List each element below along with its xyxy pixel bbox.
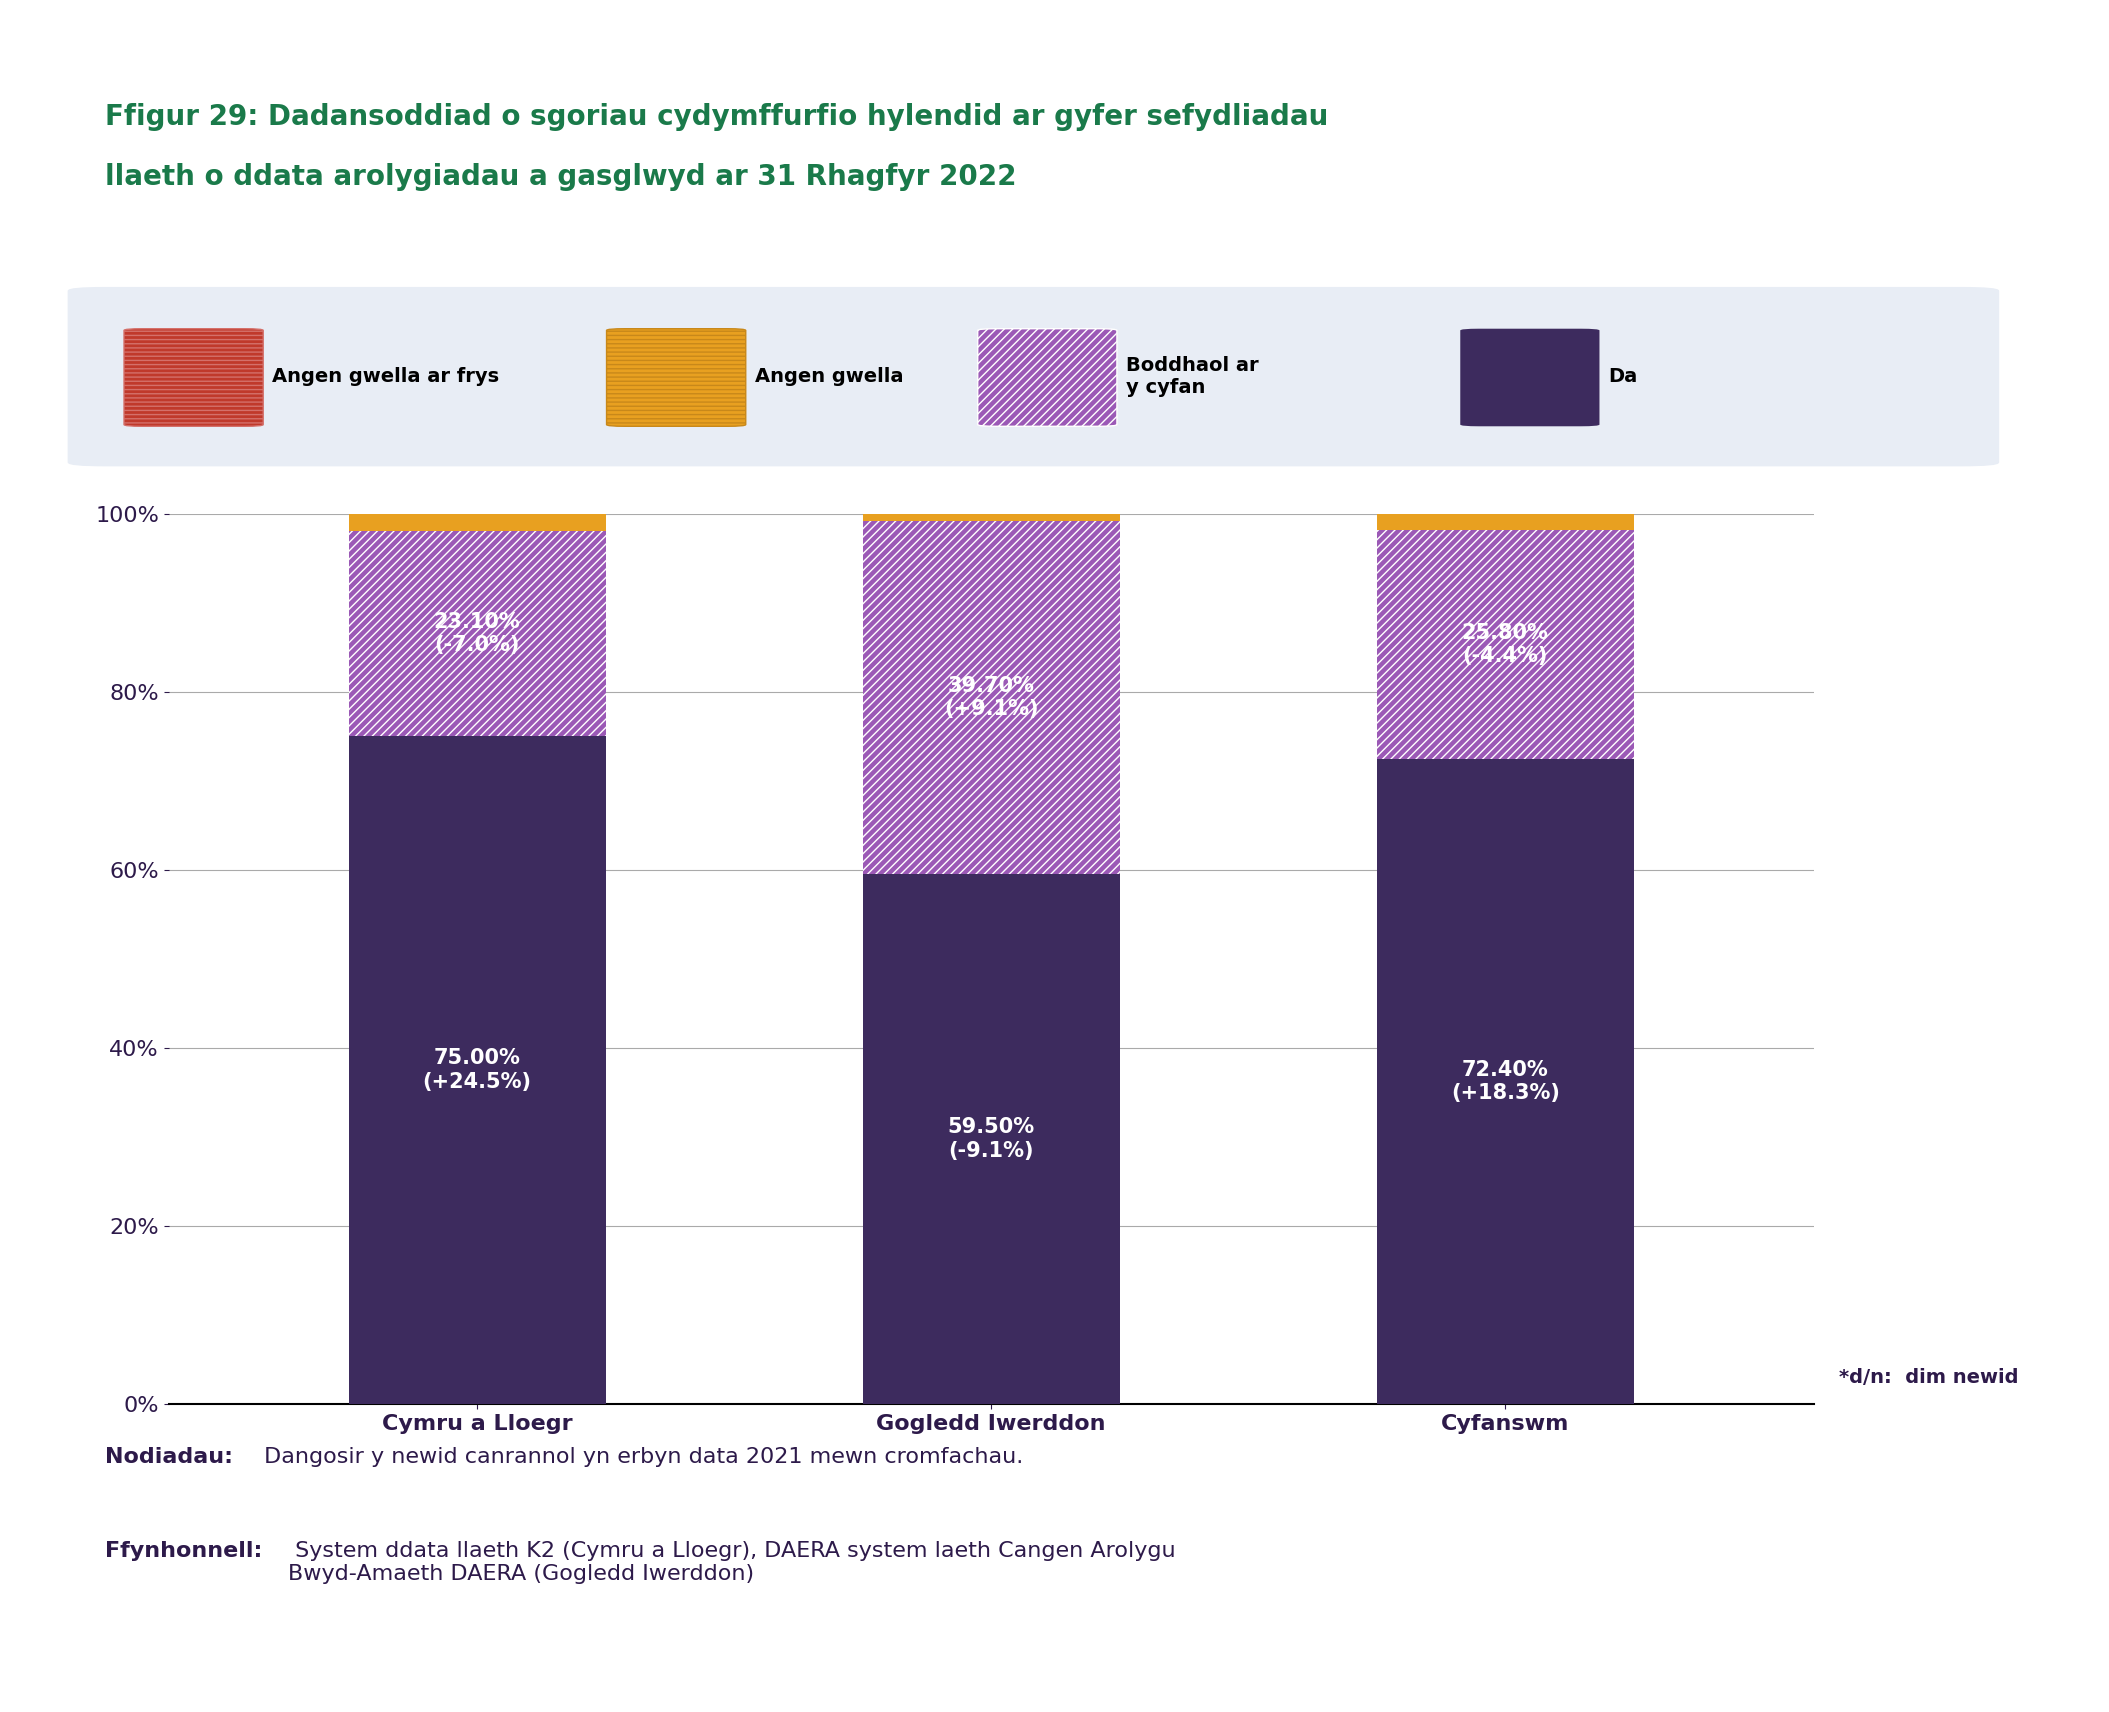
Text: 59.50%
(-9.1%): 59.50% (-9.1%) (947, 1118, 1036, 1161)
Text: System ddata llaeth K2 (Cymru a Lloegr), DAERA system laeth Cangen Arolygu
Bwyd-: System ddata llaeth K2 (Cymru a Lloegr),… (287, 1541, 1175, 1584)
Text: Ffigur 29: Dadansoddiad o sgoriau cydymffurfio hylendid ar gyfer sefydliadau: Ffigur 29: Dadansoddiad o sgoriau cydymf… (105, 103, 1329, 130)
Text: Da: Da (1609, 366, 1639, 387)
Text: Ffynhonnell:: Ffynhonnell: (105, 1541, 264, 1561)
Text: Boddhaol ar
y cyfan: Boddhaol ar y cyfan (1126, 356, 1259, 397)
Bar (1377, 515, 1634, 529)
FancyBboxPatch shape (607, 329, 747, 426)
FancyBboxPatch shape (124, 329, 264, 426)
Text: *d/n:  dim newid: *d/n: dim newid (1839, 1368, 2018, 1387)
Bar (1377, 529, 1634, 760)
Text: Nodiadau:: Nodiadau: (105, 1447, 234, 1467)
Text: 25.80%
(-4.4%): 25.80% (-4.4%) (1462, 623, 1548, 666)
Bar (863, 875, 1120, 1404)
Text: Dangosir y newid canrannol yn erbyn data 2021 mewn cromfachau.: Dangosir y newid canrannol yn erbyn data… (257, 1447, 1023, 1467)
Text: Angen gwella ar frys: Angen gwella ar frys (272, 366, 500, 387)
FancyBboxPatch shape (1459, 329, 1599, 426)
Bar (348, 736, 605, 1404)
Text: Angen gwella: Angen gwella (755, 366, 903, 387)
Bar (348, 514, 605, 531)
Text: 39.70%
(+9.1%): 39.70% (+9.1%) (945, 676, 1038, 719)
Bar (348, 531, 605, 736)
Text: 72.40%
(+18.3%): 72.40% (+18.3%) (1451, 1060, 1561, 1103)
Bar (1377, 760, 1634, 1404)
Bar (863, 520, 1120, 875)
Text: 75.00%
(+24.5%): 75.00% (+24.5%) (422, 1048, 531, 1092)
Text: 23.10%
(-7.0%): 23.10% (-7.0%) (434, 611, 521, 656)
FancyBboxPatch shape (979, 329, 1118, 426)
Text: llaeth o ddata arolygiadau a gasglwyd ar 31 Rhagfyr 2022: llaeth o ddata arolygiadau a gasglwyd ar… (105, 163, 1017, 190)
FancyBboxPatch shape (67, 288, 1999, 466)
Bar (863, 514, 1120, 520)
